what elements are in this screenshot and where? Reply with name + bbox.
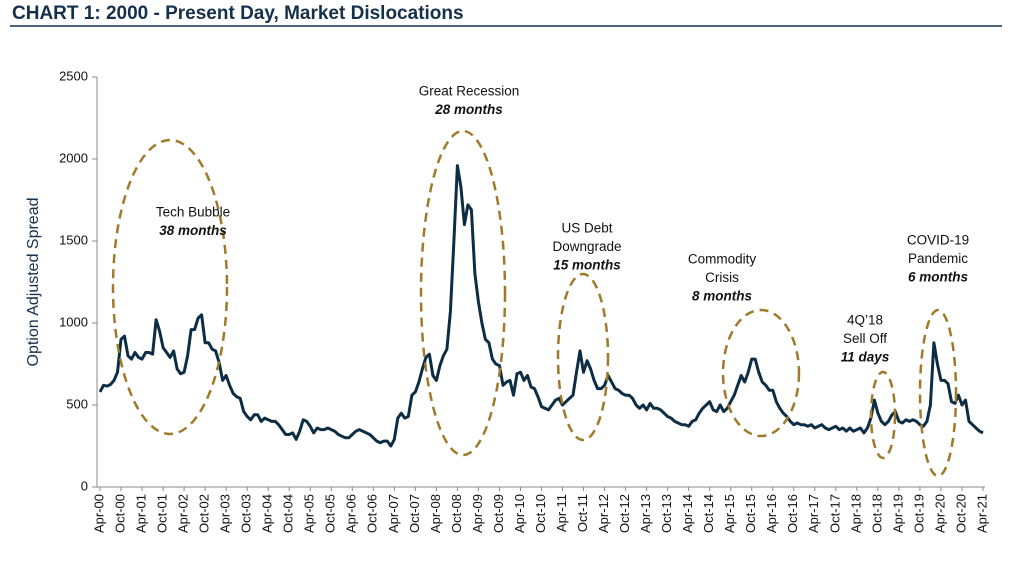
x-tick-label: Oct-01 (155, 494, 170, 533)
annotation-duration: 8 months (692, 289, 752, 304)
x-tick-label: Apr-19 (890, 494, 905, 533)
x-tick-label: Apr-20 (932, 494, 947, 533)
x-tick-label: Apr-11 (554, 494, 569, 532)
y-tick-label: 2000 (59, 150, 88, 165)
x-tick-label: Apr-16 (764, 494, 779, 533)
x-tick-label: Apr-18 (848, 494, 863, 533)
x-tick-label: Apr-01 (133, 494, 148, 533)
x-tick-label: Apr-15 (722, 494, 737, 533)
annotation-duration: 6 months (908, 270, 968, 285)
x-tick-label: Oct-02 (197, 494, 212, 533)
highlight-ellipse (419, 129, 507, 457)
x-tick-label: Apr-08 (428, 494, 443, 533)
annotation-label: Tech Bubble (156, 205, 230, 220)
x-tick-label: Oct-12 (617, 494, 632, 533)
x-tick-label: Apr-07 (386, 494, 401, 533)
x-tick-label: Apr-00 (91, 494, 106, 533)
annotation-label: COVID-19 (907, 233, 969, 248)
x-tick-label: Apr-06 (344, 494, 359, 533)
x-tick-label: Oct-17 (827, 494, 842, 533)
highlight-ellipse (111, 138, 229, 436)
x-tick-label: Oct-16 (785, 494, 800, 533)
y-axis-label: Option Adjusted Spread (25, 197, 42, 366)
x-tick-label: Oct-03 (239, 494, 254, 533)
x-tick-label: Oct-19 (911, 494, 926, 533)
x-tick-label: Apr-04 (260, 494, 275, 533)
x-tick-label: Oct-04 (281, 494, 296, 533)
x-tick-label: Apr-03 (218, 494, 233, 533)
x-tick-label: Apr-21 (974, 494, 989, 533)
x-tick-label: Oct-11 (575, 494, 590, 532)
annotation-label: Downgrade (552, 239, 621, 254)
x-tick-label: Apr-09 (470, 494, 485, 533)
x-tick-label: Oct-07 (407, 494, 422, 533)
x-tick-label: Oct-20 (953, 494, 968, 533)
x-tick-label: Oct-13 (659, 494, 674, 533)
highlight-ellipse (721, 308, 801, 438)
y-tick-label: 0 (81, 478, 88, 493)
highlight-ellipse (918, 308, 958, 478)
annotation-label: Great Recession (419, 84, 520, 99)
x-tick-label: Apr-02 (176, 494, 191, 533)
y-tick-label: 1000 (59, 314, 88, 329)
annotation-label: Pandemic (908, 251, 968, 266)
x-tick-label: Apr-13 (638, 494, 653, 533)
x-tick-label: Oct-05 (323, 494, 338, 533)
y-tick-label: 1500 (59, 232, 88, 247)
annotation-duration: 28 months (434, 102, 503, 117)
annotation-label: Commodity (688, 252, 757, 267)
x-tick-label: Apr-10 (512, 494, 527, 533)
x-tick-label: Oct-18 (869, 494, 884, 533)
x-tick-label: Oct-14 (701, 494, 716, 533)
annotation-duration: 15 months (553, 258, 621, 273)
x-tick-label: Oct-08 (449, 494, 464, 533)
annotation-label: US Debt (561, 221, 612, 236)
annotation-label: Crisis (705, 270, 739, 285)
spread-line (98, 164, 984, 448)
x-tick-label: Apr-12 (596, 494, 611, 533)
x-tick-label: Oct-09 (491, 494, 506, 533)
x-tick-label: Apr-14 (680, 494, 695, 533)
annotation-duration: 11 days (841, 350, 890, 365)
annotation-duration: 38 months (159, 223, 227, 238)
highlight-ellipse (556, 272, 610, 442)
x-tick-label: Apr-05 (302, 494, 317, 533)
annotation-label: 4Q’18 (847, 313, 883, 328)
chart-title: CHART 1: 2000 - Present Day, Market Disl… (12, 3, 464, 24)
x-tick-label: Oct-06 (365, 494, 380, 533)
y-tick-label: 2500 (59, 68, 88, 83)
x-tick-label: Oct-10 (533, 494, 548, 533)
x-tick-label: Oct-15 (743, 494, 758, 533)
highlight-ellipse (869, 370, 897, 460)
y-tick-label: 500 (66, 396, 88, 411)
x-tick-label: Apr-17 (806, 494, 821, 533)
annotation-label: Sell Off (843, 331, 887, 346)
x-tick-label: Oct-00 (112, 494, 127, 533)
